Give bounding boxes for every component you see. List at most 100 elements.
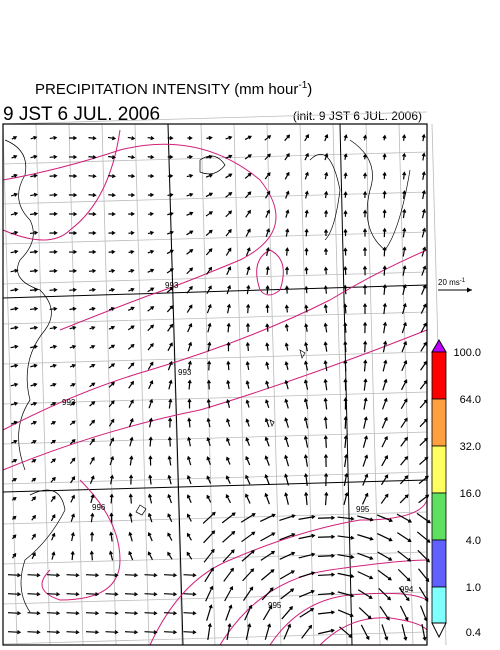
wind-arrow [147,268,155,273]
wind-arrow [285,209,290,218]
grid-line [2,631,428,645]
wind-arrow [205,211,213,217]
wind-arrow [128,531,133,542]
wind-arrow [88,249,97,255]
wind-arrow [206,494,212,503]
wind-arrow [402,134,407,141]
wind-arrow [279,551,296,560]
wind-arrow [7,592,22,597]
grid-line [2,111,428,125]
wind-arrow [303,454,309,467]
title-text: PRECIPITATION INTENSITY (mm hour [35,81,298,98]
wind-arrow [400,398,408,410]
wind-arrow [244,172,252,179]
wind-arrow [148,380,154,390]
wind-arrow [167,532,173,541]
wind-arrow [380,493,389,504]
wind-arrow [186,249,194,255]
wind-arrow [400,379,408,391]
wind-arrow [50,363,57,368]
wind-arrow [376,514,393,523]
wind-arrow [402,227,407,238]
wind-arrow [264,153,271,161]
wind-arrow [108,418,115,427]
wind-arrow [85,573,100,578]
wind-arrow [69,401,76,406]
wind-arrow [108,268,116,273]
wind-arrow [221,512,236,524]
wind-arrow [10,325,19,330]
wind-arrow [29,211,39,216]
wind-arrow [69,268,78,273]
wind-arrow [186,211,194,216]
wind-arrow [187,379,192,390]
wind-arrow [317,553,336,558]
wind-arrow [46,611,61,616]
wind-arrow [29,287,39,292]
wind-arrow [89,401,96,407]
wind-arrow [382,209,387,218]
wind-arrow [50,382,57,387]
wind-arrow [401,360,408,372]
wind-arrow [284,285,289,294]
wind-arrow [127,306,135,311]
wind-arrow [225,475,231,484]
coastlines [4,139,411,613]
grid-line [2,551,428,565]
wind-arrow [206,456,211,465]
wind-arrow [206,135,213,140]
wind-arrow [27,630,41,635]
wind-arrow [109,474,114,485]
wind-arrow [105,592,119,597]
wind-arrow [11,154,18,159]
colorbar-segment [431,586,447,624]
wind-arrow [304,171,309,180]
wind-arrow [128,512,133,523]
wind-arrow [400,455,409,466]
wind-arrow [362,190,368,198]
wind-arrow [109,455,115,466]
wind-arrow [284,473,290,486]
wind-arrow [304,228,309,237]
wind-arrow [31,459,37,463]
wind-arrow [144,630,158,635]
wind-arrow [284,454,290,467]
wind-arrow [225,228,232,237]
wind-arrow [49,173,58,178]
wind-arrow [317,610,336,615]
grid-line [2,151,428,165]
wind-arrow [167,173,174,179]
wind-arrow [187,436,192,447]
wind-arrow [147,342,154,351]
wind-arrow [323,303,328,314]
wind-arrow [304,266,309,275]
wind-arrow [245,380,250,389]
wind-arrow [69,325,77,330]
wind-arrow [226,284,232,295]
wind-arrow [167,323,174,332]
wind-arrow [226,398,231,409]
wind-arrow [362,228,368,237]
wind-arrow [362,172,368,179]
scale-arrow-head [467,287,472,293]
wind-arrow [245,341,250,352]
wind-arrow [129,455,134,466]
wind-arrow [49,344,58,349]
wind-arrow [203,530,216,544]
wind-arrow [361,492,369,505]
wind-arrow [69,306,77,311]
wind-arrow [382,171,387,180]
grid-line [2,311,428,325]
wind-arrow [186,304,193,313]
wind-arrow [225,210,233,218]
wind-arrow [70,383,76,387]
colorbar-segment [431,398,447,447]
wind-arrow [167,474,172,485]
wind-arrow [246,265,251,276]
wind-arrow [166,286,174,293]
wind-arrow [166,305,174,313]
wind-arrow [30,382,38,387]
wind-arrow [186,192,194,197]
wind-arrow [163,592,178,597]
